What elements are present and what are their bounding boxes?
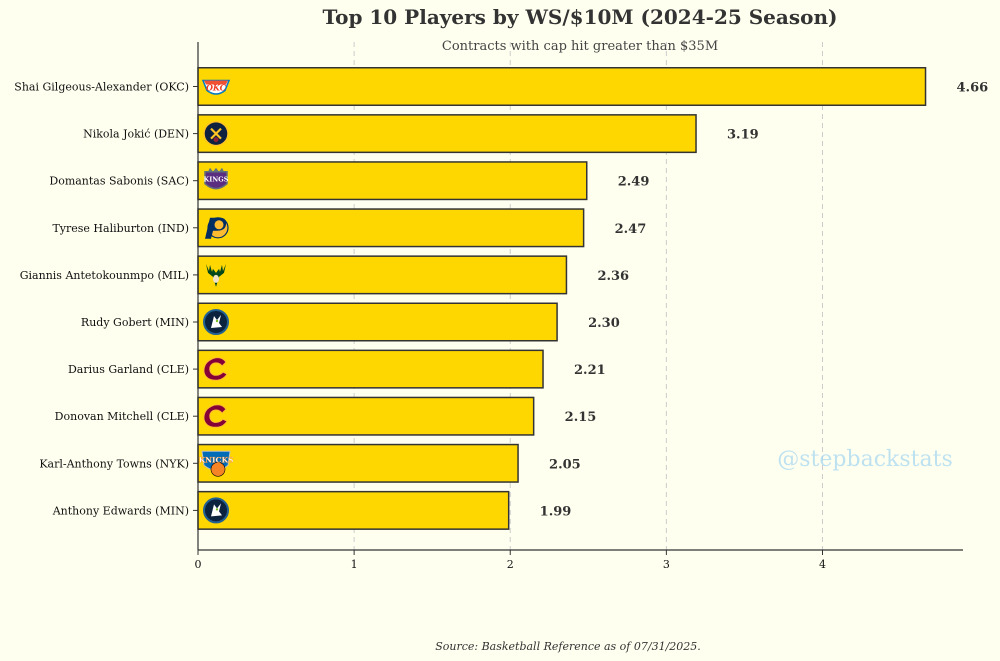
category-label: Karl-Anthony Towns (NYK) <box>39 457 189 470</box>
bar <box>197 255 568 295</box>
cavaliers-logo-icon <box>203 357 228 381</box>
axes: 0 1 2 3 4 <box>195 42 963 571</box>
bar <box>197 490 510 530</box>
bar <box>197 443 519 483</box>
category-label: Anthony Edwards (MIN) <box>52 504 189 517</box>
bar-row: Nikola Jokić (DEN) 3.19 <box>83 114 759 154</box>
bar <box>197 67 927 106</box>
bar-row: Donovan Mitchell (CLE) 2.15 <box>55 396 597 436</box>
x-tick-label: 0 <box>195 558 202 571</box>
value-label: 2.15 <box>565 410 597 425</box>
category-label: Shai Gilgeous-Alexander (OKC) <box>14 81 189 94</box>
chart-subtitle: Contracts with cap hit greater than $35M <box>442 39 718 54</box>
value-label: 2.49 <box>618 175 650 190</box>
category-label: Nikola Jokić (DEN) <box>83 128 189 141</box>
thunder-logo-icon: OKC <box>201 79 231 95</box>
bar <box>197 114 697 154</box>
bar-row: Shai Gilgeous-Alexander (OKC) 4.66 OKC <box>14 67 989 106</box>
value-label: 2.30 <box>588 316 620 331</box>
cavaliers-logo-icon <box>203 404 228 428</box>
bar-row: Tyrese Haliburton (IND) 2.47 <box>52 208 647 248</box>
x-tick-label: 2 <box>507 558 514 571</box>
source-note: Source: Basketball Reference as of 07/31… <box>435 640 701 653</box>
bar-row: Domantas Sabonis (SAC) 2.49 KINGS <box>49 161 650 201</box>
category-label: Giannis Antetokounmpo (MIL) <box>20 269 189 282</box>
svg-text:OKC: OKC <box>206 83 227 93</box>
bar-row: Darius Garland (CLE) 2.21 <box>68 349 606 389</box>
x-tick-label: 3 <box>663 558 670 571</box>
category-label: Domantas Sabonis (SAC) <box>49 175 189 188</box>
x-tick-label: 1 <box>351 558 358 571</box>
knicks-logo-icon: KNICKS <box>198 450 234 477</box>
timberwolves-logo-icon <box>203 497 229 524</box>
category-label: Tyrese Haliburton (IND) <box>52 222 189 235</box>
watermark: @stepbackstats <box>777 447 952 472</box>
bars: Shai Gilgeous-Alexander (OKC) 4.66 OKC Niko… <box>14 67 989 530</box>
category-label: Rudy Gobert (MIN) <box>81 316 189 329</box>
value-label: 2.05 <box>549 457 581 472</box>
bar <box>197 349 544 389</box>
svg-text:KNICKS: KNICKS <box>199 455 234 464</box>
category-label: Darius Garland (CLE) <box>68 363 189 376</box>
bar <box>197 396 535 436</box>
bar-row: Rudy Gobert (MIN) 2.30 <box>81 302 620 342</box>
bar <box>197 208 585 248</box>
value-label: 3.19 <box>727 128 759 143</box>
x-tick-label: 4 <box>819 558 826 571</box>
chart-title: Top 10 Players by WS/$10M (2024-25 Seaso… <box>323 5 838 29</box>
nuggets-logo-icon <box>203 120 229 147</box>
bucks-logo-icon <box>206 263 226 287</box>
bar-row: Karl-Anthony Towns (NYK) 2.05 KNICKS <box>39 443 581 483</box>
bar <box>197 302 558 342</box>
value-label: 4.66 <box>957 81 989 96</box>
svg-text:KINGS: KINGS <box>204 176 229 184</box>
value-label: 1.99 <box>540 504 572 519</box>
kings-logo-icon: KINGS <box>204 167 229 190</box>
value-label: 2.21 <box>574 363 606 378</box>
bar <box>197 161 588 201</box>
timberwolves-logo-icon <box>203 309 229 335</box>
value-label: 2.47 <box>615 222 647 237</box>
category-label: Donovan Mitchell (CLE) <box>55 410 189 423</box>
bar-row: Giannis Antetokounmpo (MIL) 2.36 <box>20 255 629 295</box>
pacers-logo-icon <box>205 217 229 239</box>
bar-row: Anthony Edwards (MIN) 1.99 <box>52 490 572 530</box>
value-label: 2.36 <box>597 269 629 284</box>
